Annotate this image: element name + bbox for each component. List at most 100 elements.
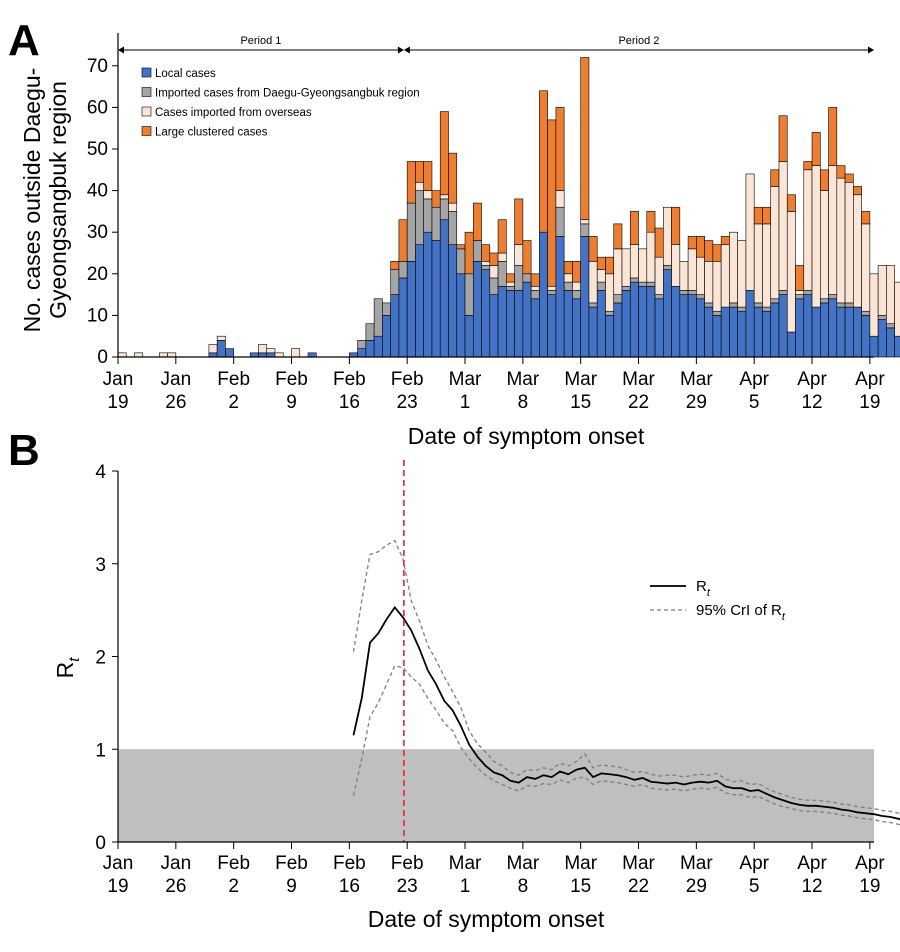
period-label: Period 2 [618, 35, 659, 47]
bar-imported_dg [663, 265, 672, 270]
bar-local [506, 290, 515, 358]
bar-local [448, 244, 458, 358]
bar-local [563, 290, 573, 358]
panel-b-label: B [8, 426, 40, 475]
bar-local [795, 298, 805, 358]
bar-overseas [514, 244, 524, 266]
x-tick-label: 8 [518, 876, 529, 897]
y-tick-label: 40 [87, 181, 108, 202]
bar-imported_dg [778, 290, 788, 295]
x-tick-label: Mar [622, 369, 655, 390]
bar-clustered [580, 57, 590, 221]
x-tick-label: 15 [570, 392, 591, 413]
bar-local [596, 290, 606, 358]
period-label: Period 1 [240, 35, 281, 47]
bar-imported_dg [687, 290, 697, 295]
bar-overseas [481, 261, 491, 266]
bar-clustered [762, 206, 772, 225]
bar-imported_dg [605, 310, 615, 316]
bar-overseas [646, 231, 656, 283]
bar-local [869, 335, 879, 358]
series-rt [352, 605, 900, 821]
bar-overseas [555, 190, 565, 208]
legend-label: Imported cases from Daegu-Gyeongsangbuk … [155, 88, 420, 100]
legend-label: Large clustered cases [155, 127, 268, 139]
x-tick-label: Apr [797, 853, 827, 874]
bar-local [547, 294, 557, 358]
shaded-region [118, 749, 874, 842]
bar-overseas [654, 256, 664, 295]
bar-local [373, 335, 383, 358]
bar-overseas [208, 344, 218, 354]
bar-local [861, 315, 871, 358]
bar-local [580, 236, 590, 358]
bar-clustered [572, 261, 581, 283]
bar-local [514, 290, 524, 358]
bar-imported_dg [464, 273, 474, 316]
bar-imported_dg [762, 306, 772, 312]
bar-clustered [828, 107, 838, 166]
bar-local [786, 331, 796, 358]
x-tick-label: 12 [801, 392, 822, 413]
period-arrow-head [397, 46, 404, 54]
bar-imported_dg [737, 306, 747, 312]
bar-local [530, 298, 540, 358]
bar-imported_dg [572, 290, 581, 300]
x-tick-label: 5 [749, 392, 760, 413]
bar-clustered [406, 161, 416, 204]
bar-overseas [415, 181, 425, 191]
bar-clustered [803, 161, 813, 171]
bar-overseas [629, 244, 639, 279]
x-tick-label: 2 [228, 392, 239, 413]
bar-imported_dg [886, 323, 895, 329]
bar-clustered [696, 236, 705, 258]
bar-clustered [390, 261, 400, 270]
x-tick-label: 5 [749, 876, 760, 897]
bar-overseas [547, 285, 557, 291]
bar-local [481, 269, 491, 358]
bar-local [588, 306, 598, 358]
bar-imported_dg [530, 290, 540, 300]
x-tick-label: Apr [797, 369, 827, 390]
bar-imported_dg [382, 302, 391, 316]
bar-local [489, 294, 499, 358]
x-tick-label: Mar [449, 853, 482, 874]
bar-clustered [514, 198, 524, 245]
bar-local [216, 340, 226, 358]
bar-overseas [605, 273, 615, 312]
bar-local [415, 244, 425, 358]
x-tick-label: Mar [680, 853, 713, 874]
bar-overseas [894, 281, 900, 337]
bar-overseas [638, 248, 648, 283]
bar-imported_dg [489, 277, 499, 295]
x-tick-label: 2 [228, 876, 239, 897]
bar-local [894, 335, 900, 358]
bar-local [886, 327, 895, 358]
bar-local [687, 294, 697, 358]
x-tick-label: 23 [397, 392, 418, 413]
bar-imported_dg [646, 281, 656, 287]
x-tick-label: Apr [855, 369, 885, 390]
bar-overseas [828, 165, 838, 295]
x-tick-label: 19 [107, 876, 128, 897]
bar-clustered [613, 223, 623, 250]
x-tick-label: Mar [680, 369, 713, 390]
bar-overseas [216, 335, 226, 341]
bar-clustered [753, 206, 763, 225]
x-tick-label: Mar [622, 853, 655, 874]
bar-local [696, 298, 705, 358]
bar-imported_dg [613, 294, 623, 304]
bar-overseas [877, 265, 887, 316]
bar-imported_dg [514, 265, 524, 291]
bar-overseas [753, 223, 763, 304]
bar-imported_dg [357, 340, 367, 349]
x-tick-label: 19 [859, 392, 880, 413]
bar-clustered [489, 252, 499, 266]
chart-a: 010203040506070Jan19Jan26Feb2Feb9Feb16Fe… [19, 33, 900, 449]
bar-local [423, 231, 433, 358]
bar-imported_dg [497, 261, 507, 287]
y-tick-label: 3 [95, 555, 106, 576]
bar-clustered [547, 119, 557, 287]
legend-swatch-clustered [141, 126, 152, 136]
